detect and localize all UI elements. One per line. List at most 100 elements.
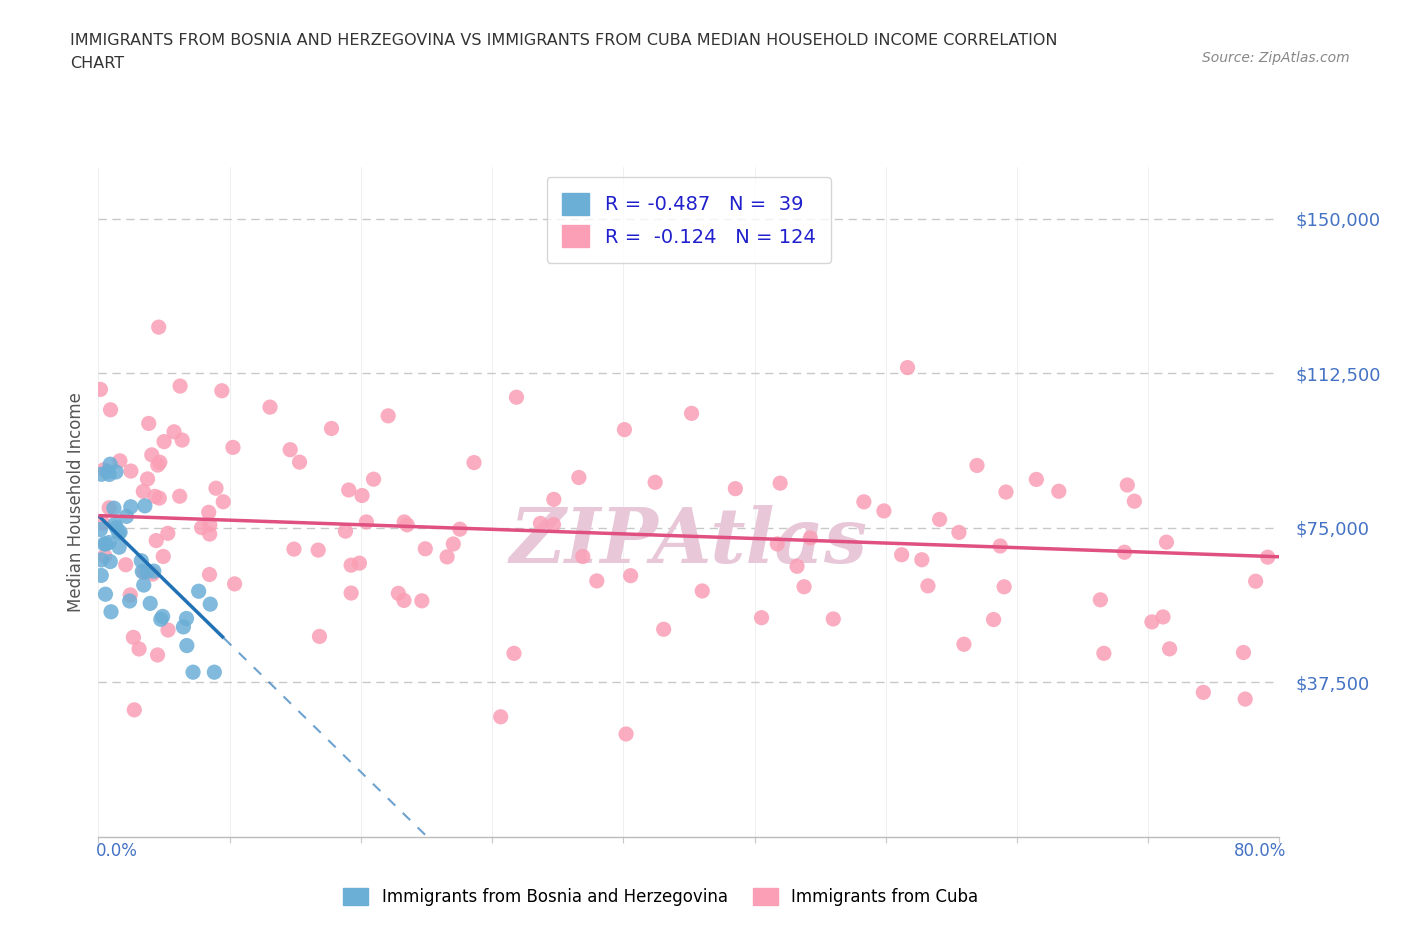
Point <box>152 549 174 564</box>
Point <box>928 512 950 527</box>
Point <box>463 455 485 470</box>
Point <box>911 552 934 567</box>
Point <box>120 464 142 479</box>
Point <box>394 514 416 529</box>
Text: Source: ZipAtlas.com: Source: ZipAtlas.com <box>1202 51 1350 65</box>
Point <box>644 475 666 490</box>
Point <box>169 489 191 504</box>
Point <box>114 557 136 572</box>
Point <box>142 566 165 581</box>
Point <box>190 520 212 535</box>
Point <box>181 665 204 680</box>
Point <box>198 526 221 541</box>
Legend: R = -0.487   N =  39, R =  -0.124   N = 124: R = -0.487 N = 39, R = -0.124 N = 124 <box>547 177 831 263</box>
Point <box>205 481 228 496</box>
Point <box>211 383 233 398</box>
Point <box>1114 545 1136 560</box>
Point <box>108 525 131 539</box>
Point <box>152 609 174 624</box>
Point <box>652 622 675 637</box>
Point <box>141 447 163 462</box>
Point <box>145 533 167 548</box>
Point <box>103 500 125 515</box>
Point <box>350 488 373 503</box>
Point <box>120 588 142 603</box>
Point <box>340 558 363 573</box>
Point <box>100 403 122 418</box>
Point <box>138 416 160 431</box>
Point <box>128 642 150 657</box>
Point <box>799 530 821 545</box>
Point <box>724 481 747 496</box>
Point <box>1159 642 1181 657</box>
Point <box>1090 592 1112 607</box>
Point <box>93 537 115 551</box>
Point <box>620 568 643 583</box>
Point <box>105 521 128 536</box>
Point <box>136 565 159 579</box>
Point <box>377 408 399 423</box>
Point <box>122 630 145 644</box>
Point <box>153 434 176 449</box>
Point <box>585 574 607 589</box>
Point <box>503 646 526 661</box>
Point <box>1152 609 1174 624</box>
Point <box>1025 472 1047 487</box>
Point <box>994 485 1017 499</box>
Point <box>97 535 120 550</box>
Point <box>146 458 169 472</box>
Point <box>1156 535 1178 550</box>
Point <box>337 483 360 498</box>
Point <box>873 503 896 518</box>
Y-axis label: Median Household Income: Median Household Income <box>66 392 84 612</box>
Point <box>349 556 371 571</box>
Point <box>132 484 155 498</box>
Point <box>98 500 121 515</box>
Point <box>793 579 815 594</box>
Point <box>115 509 138 524</box>
Point <box>1257 550 1279 565</box>
Point <box>90 568 112 583</box>
Point <box>120 499 142 514</box>
Point <box>983 612 1005 627</box>
Point <box>441 537 464 551</box>
Point <box>1140 615 1163 630</box>
Point <box>131 565 153 579</box>
Point <box>363 472 385 486</box>
Point <box>1244 574 1267 589</box>
Point <box>94 537 117 551</box>
Point <box>172 619 194 634</box>
Point <box>134 498 156 513</box>
Point <box>1092 646 1115 661</box>
Point <box>224 577 246 591</box>
Point <box>198 517 221 532</box>
Point <box>149 612 172 627</box>
Point <box>198 567 221 582</box>
Point <box>104 517 127 532</box>
Point <box>132 565 155 579</box>
Point <box>953 637 976 652</box>
Point <box>614 726 637 741</box>
Point <box>129 553 152 568</box>
Point <box>1232 645 1254 660</box>
Point <box>156 525 179 540</box>
Point <box>948 525 970 539</box>
Point <box>340 586 363 601</box>
Point <box>1116 477 1139 492</box>
Point <box>90 552 112 567</box>
Point <box>766 537 789 551</box>
Point <box>259 400 281 415</box>
Point <box>436 550 458 565</box>
Point <box>98 457 121 472</box>
Point <box>392 593 415 608</box>
Point <box>89 522 111 537</box>
Point <box>308 629 330 644</box>
Point <box>157 622 180 637</box>
Point <box>568 470 591 485</box>
Point <box>148 320 170 335</box>
Point <box>107 525 129 540</box>
Point <box>387 586 409 601</box>
Legend: Immigrants from Bosnia and Herzegovina, Immigrants from Cuba: Immigrants from Bosnia and Herzegovina, … <box>337 881 984 912</box>
Point <box>149 455 172 470</box>
Point <box>572 549 595 564</box>
